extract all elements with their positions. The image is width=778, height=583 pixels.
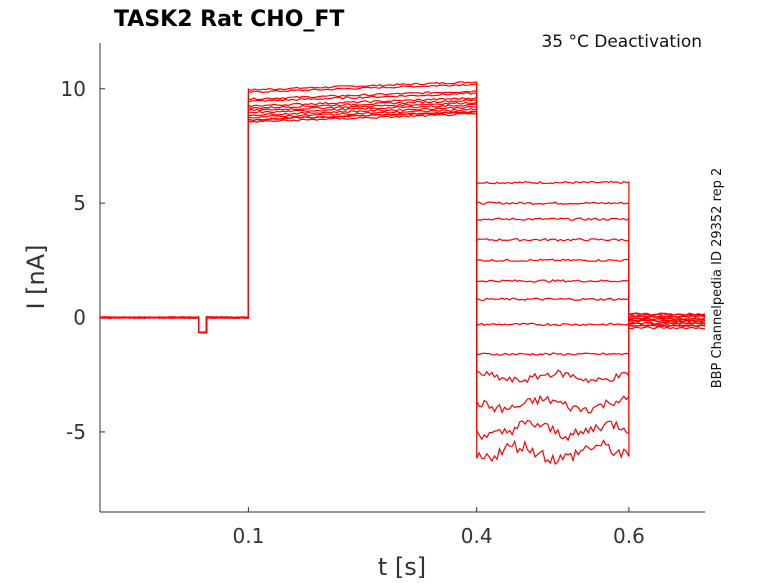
- current-traces: [99, 81, 706, 466]
- x-ticks: 0.1 0.4 0.6: [232, 507, 645, 548]
- y-tick-label: 0: [73, 306, 86, 330]
- x-axis-label: t [s]: [378, 553, 426, 581]
- y-axis-label: I [nA]: [22, 244, 50, 309]
- current-trace: [99, 90, 706, 334]
- x-tick-label: 0.6: [613, 524, 645, 548]
- current-trace: [99, 110, 706, 442]
- current-trace: [100, 112, 706, 466]
- chart-title: TASK2 Rat CHO_FT: [114, 7, 344, 32]
- condition-annotation: 35 °C Deactivation: [541, 32, 702, 52]
- side-label: BBP Channelpedia ID 29352 rep 2: [710, 168, 725, 389]
- y-tick-label: 10: [61, 77, 86, 101]
- y-ticks: 10 5 0 -5: [61, 77, 105, 444]
- current-trace: [99, 99, 706, 334]
- x-tick-label: 0.4: [461, 524, 493, 548]
- y-tick-label: 5: [73, 191, 86, 215]
- x-tick-label: 0.1: [232, 524, 264, 548]
- current-trace: [100, 101, 706, 334]
- current-trace: [100, 107, 706, 384]
- current-trace: [99, 110, 706, 414]
- y-tick-label: -5: [66, 420, 86, 444]
- current-trace: [99, 83, 706, 334]
- current-trace: [100, 81, 706, 334]
- current-trace: [99, 96, 706, 334]
- current-trace: [100, 92, 706, 334]
